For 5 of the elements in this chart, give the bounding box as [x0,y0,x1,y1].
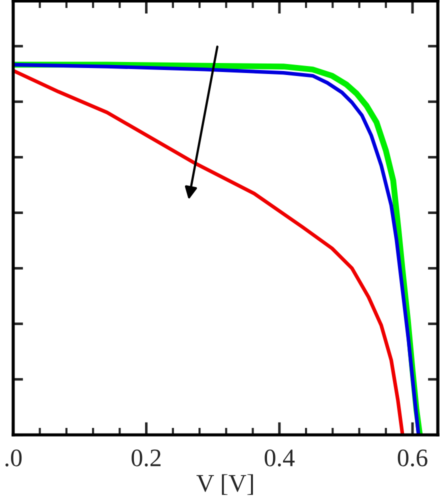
x-tick-label: .0 [5,449,22,466]
x-tick-label: 0.2 [132,449,161,466]
x-axis-title: V [V] [196,474,253,495]
x-tick-label: 0.4 [264,449,295,466]
x-tick-label: 0.6 [398,449,428,466]
